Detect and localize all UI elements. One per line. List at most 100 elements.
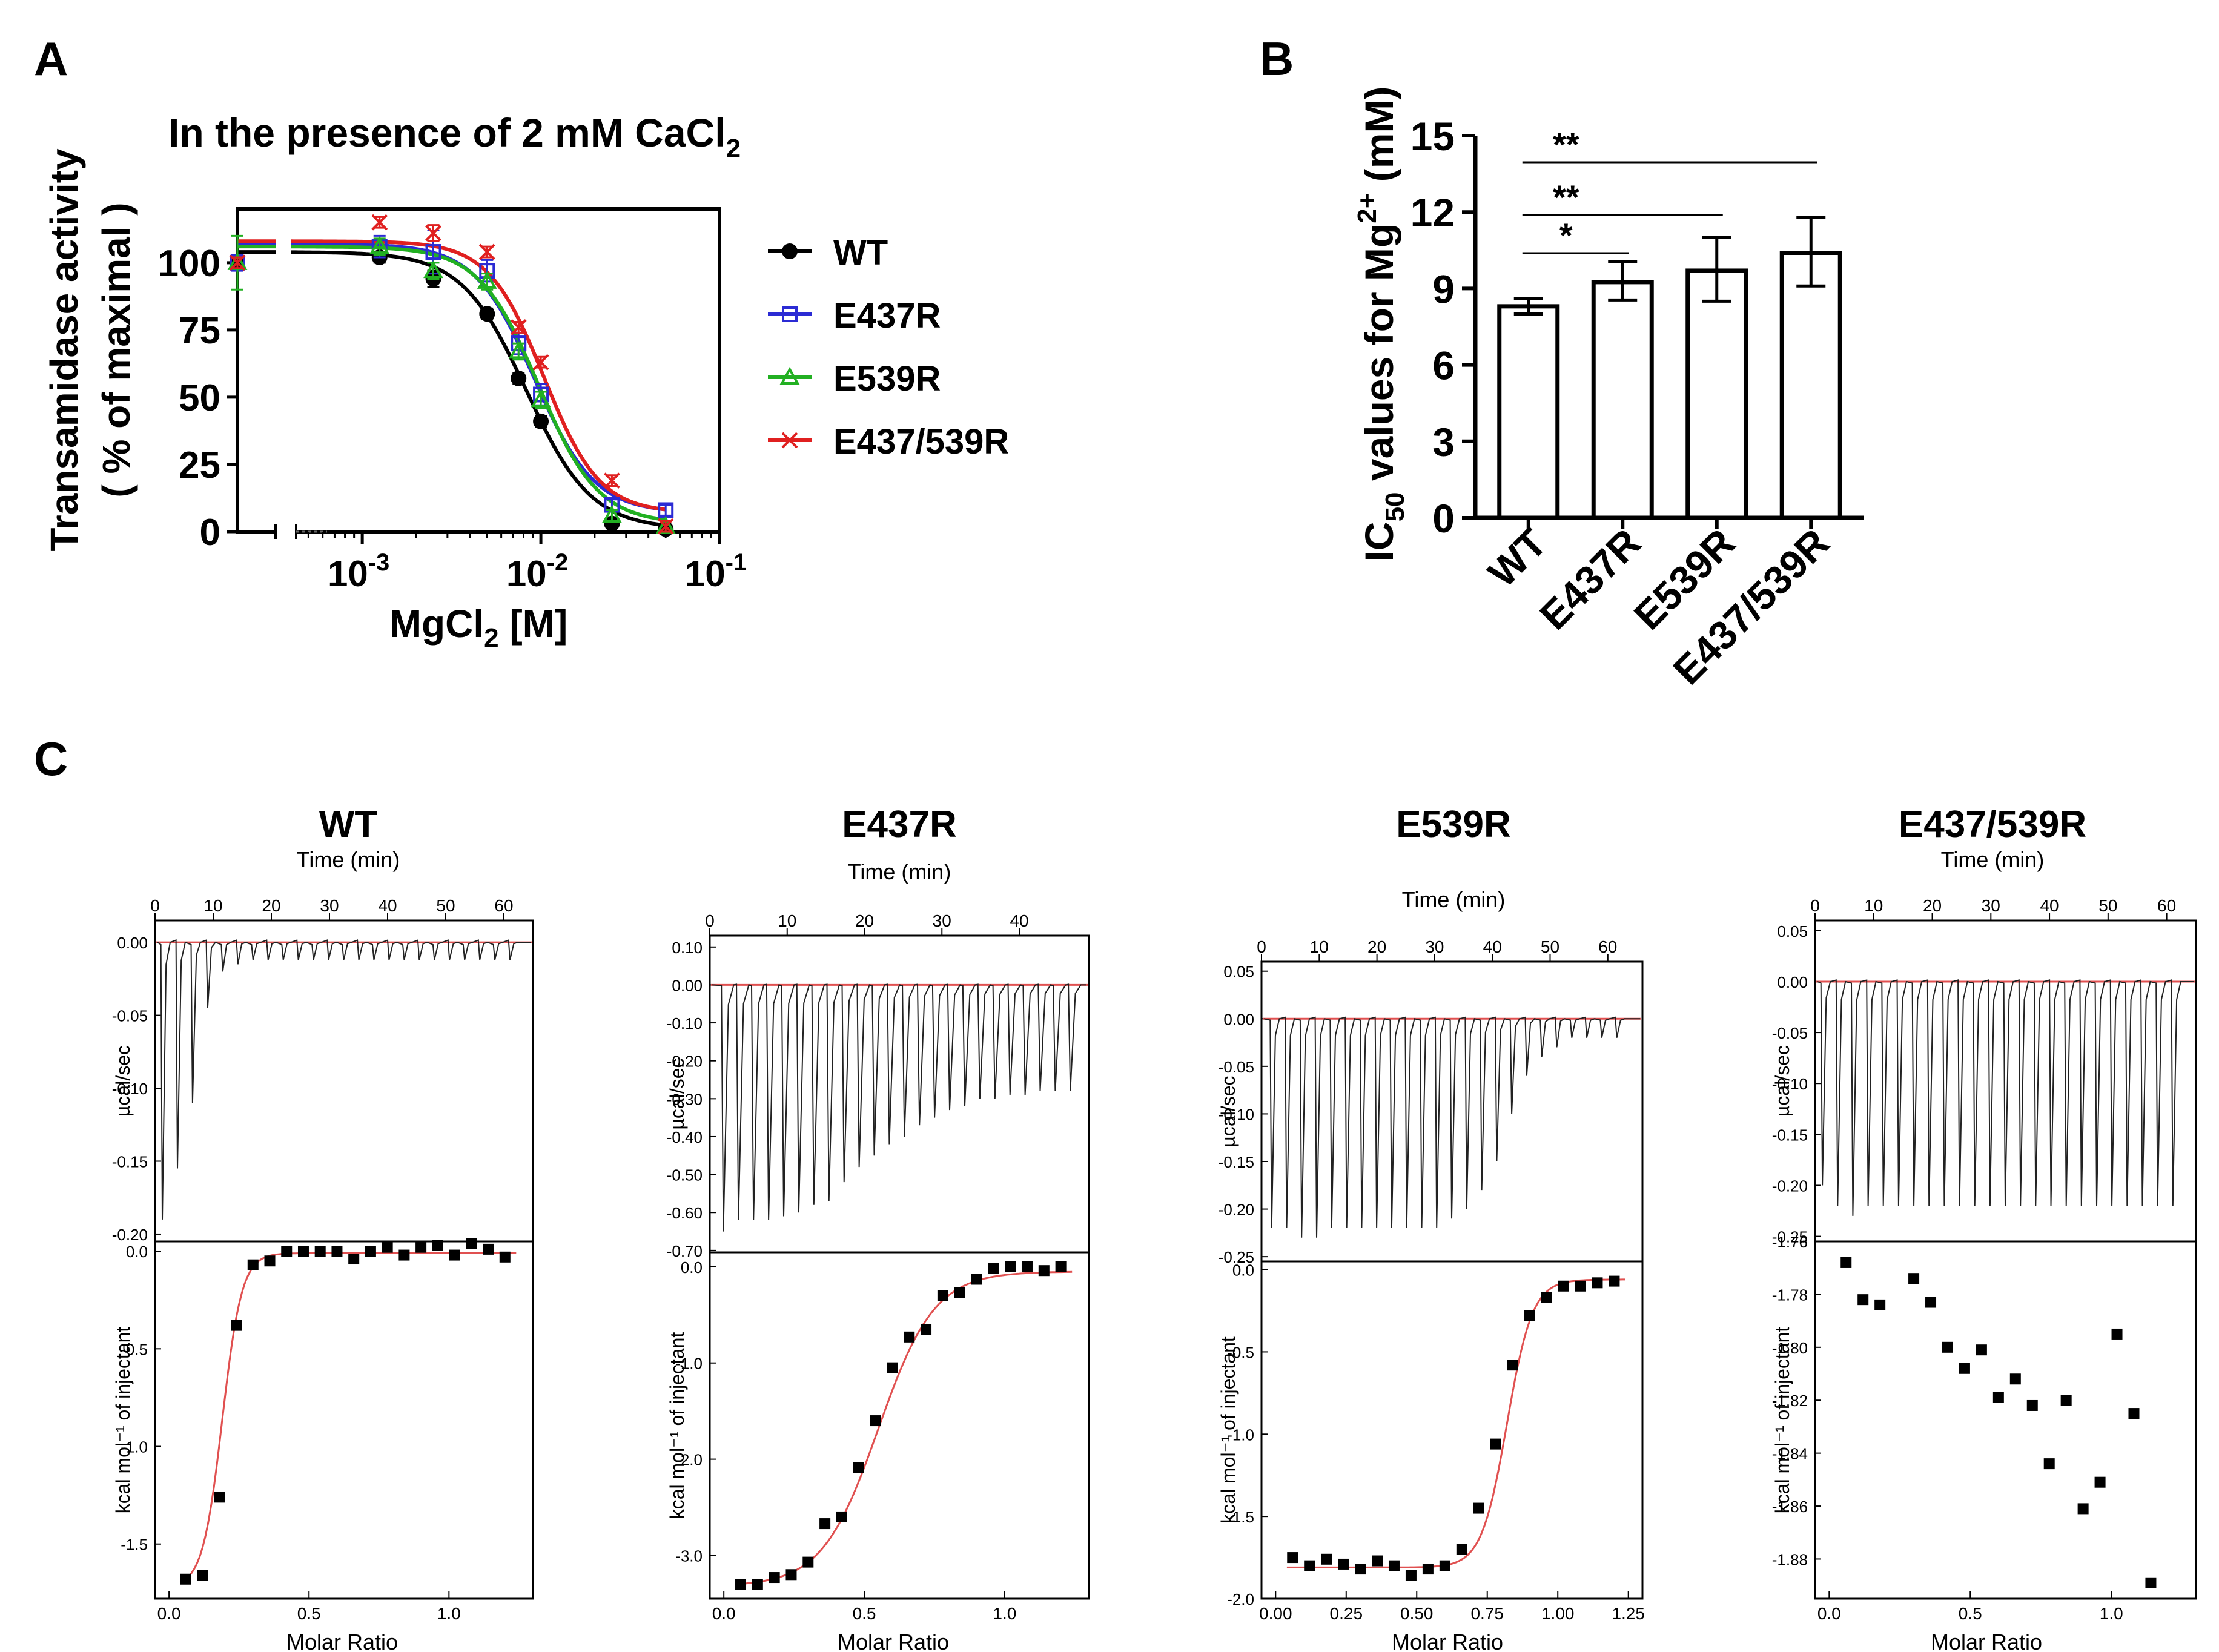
panel-a-data-point <box>425 244 441 260</box>
itc-data-point <box>1976 1344 1987 1356</box>
itc-data-point <box>1942 1341 1953 1353</box>
itc-time-tick-label: 0 <box>1810 896 1820 915</box>
itc-heat-axis-label: µcal/sec <box>666 1058 688 1129</box>
panel-a-data-point <box>229 254 246 271</box>
itc-time-tick-label: 30 <box>320 896 339 915</box>
itc-data-point <box>1592 1277 1603 1289</box>
panel-a-data-point <box>478 243 495 260</box>
itc-heat-ytick-label: -0.10 <box>667 1014 703 1032</box>
itc-time-tick-label: 40 <box>1483 937 1502 956</box>
panel-a-legend-marker <box>782 306 798 322</box>
panel-a-data-point <box>371 214 388 231</box>
itc-data-point <box>1456 1544 1467 1555</box>
itc-binding-frame <box>1260 1260 1644 1600</box>
itc-data-point <box>331 1246 343 1257</box>
itc-data-point <box>853 1462 864 1473</box>
panel-a-y-axis-label-1: Transamidase activity <box>42 148 86 552</box>
panel-a-data-point <box>369 236 390 254</box>
itc-enthalpy-tick-label: -1.78 <box>1772 1286 1808 1304</box>
itc-heat-ytick-label: -0.10 <box>112 1080 148 1098</box>
itc-data-point <box>1338 1558 1349 1570</box>
itc-time-tick-label: 10 <box>778 911 796 930</box>
itc-heat-ytick-label: -0.25 <box>1219 1248 1254 1266</box>
itc-heat-ytick-label: -0.20 <box>1219 1201 1254 1219</box>
itc-data-point <box>1304 1560 1315 1571</box>
itc-ratio-tick-label: 1.0 <box>2100 1604 2123 1623</box>
itc-ratio-axis-label: Molar Ratio <box>1931 1630 2042 1652</box>
itc-enthalpy-tick-label: -1.0 <box>1227 1426 1254 1444</box>
itc-data-point <box>247 1259 259 1270</box>
panel-a-legend-marker <box>781 432 798 449</box>
itc-data-point <box>264 1255 276 1267</box>
itc-heat-ytick-label: 0.10 <box>672 939 703 957</box>
itc-heat-ytick-label: -0.70 <box>667 1242 703 1260</box>
panel-b-significance-label: ** <box>1553 178 1579 216</box>
itc-thermogram <box>712 983 1086 1232</box>
itc-ratio-axis-label: Molar Ratio <box>286 1630 398 1652</box>
panel-b-significance-label: * <box>1559 216 1573 254</box>
panel-a-x-axis-label: MgCl2 [M] <box>389 602 568 653</box>
panel-b-ytick-label: 9 <box>1432 266 1455 311</box>
panel-a-dose-response: In the presence of 2 mM CaCl2 0 25 50 75 100 1… <box>42 110 1009 653</box>
itc-data-point <box>1874 1299 1886 1310</box>
itc-heat-ytick-label: -0.05 <box>112 1007 148 1025</box>
panel-a-legend-label: WT <box>833 233 888 273</box>
itc-data-point <box>887 1362 898 1373</box>
itc-data-point <box>802 1556 814 1568</box>
itc-ratio-tick-label: 0.0 <box>1817 1604 1841 1623</box>
panel-b-y-axis-label: IC50 values for Mg2+ (mM) <box>1352 87 1410 562</box>
itc-ratio-tick-label: 0.50 <box>1400 1604 1434 1623</box>
itc-data-point <box>1005 1261 1016 1272</box>
itc-time-tick-label: 40 <box>378 896 397 915</box>
itc-enthalpy-tick-label: 0.0 <box>681 1258 703 1277</box>
itc-heat-ytick-label: -0.25 <box>1772 1228 1808 1246</box>
itc-thermogram <box>157 939 531 1220</box>
panel-b-bar <box>1779 251 1842 520</box>
itc-ratio-axis-label: Molar Ratio <box>838 1630 949 1652</box>
itc-time-tick-label: 0 <box>1257 937 1266 956</box>
itc-time-tick-label: 50 <box>1541 937 1559 956</box>
panel-a-data-point <box>532 354 549 371</box>
itc-enthalpy-tick-label: -3.0 <box>675 1547 703 1565</box>
panel-a-data-point <box>604 515 620 532</box>
itc-enthalpy-tick-label: -1.88 <box>1772 1550 1808 1568</box>
panel-b-ytick-label: 0 <box>1432 496 1455 541</box>
panel-a-data-point <box>531 389 551 408</box>
itc-ratio-tick-label: 0.25 <box>1330 1604 1363 1623</box>
panel-a-title: In the presence of 2 mM CaCl2 <box>168 110 741 164</box>
panel-b-bar <box>1685 268 1748 520</box>
panel-a-fit-curve <box>291 250 666 527</box>
itc-data-point <box>1558 1280 1569 1292</box>
itc-ratio-tick-label: 1.00 <box>1541 1604 1575 1623</box>
itc-time-tick-label: 50 <box>2098 896 2117 915</box>
itc-enthalpy-tick-label: 0.0 <box>1232 1261 1254 1280</box>
itc-time-axis-label: Time (min) <box>1941 847 2045 872</box>
panel-a-data-point <box>477 271 497 289</box>
itc-time-tick-label: 20 <box>855 911 874 930</box>
itc-data-point <box>2026 1399 2038 1411</box>
itc-ratio-tick-label: 1.25 <box>1612 1604 1645 1623</box>
itc-enthalpy-tick-label: -1.80 <box>1772 1339 1808 1357</box>
itc-enthalpy-axis-label: kcal mol⁻¹ of injectant <box>1771 1327 1793 1514</box>
itc-data-point <box>1439 1560 1450 1571</box>
itc-enthalpy-tick-label: -2.0 <box>675 1451 703 1469</box>
itc-enthalpy-tick-label: -1.5 <box>1227 1508 1254 1526</box>
itc-enthalpy-tick-label: -1.86 <box>1772 1498 1808 1516</box>
panel-b-bar <box>1497 304 1560 520</box>
itc-data-point <box>1959 1363 1970 1374</box>
itc-enthalpy-axis-label: kcal mol⁻¹ of injectant <box>666 1332 688 1519</box>
itc-time-tick-label: 10 <box>203 896 222 915</box>
itc-heat-ytick-label: -0.50 <box>667 1166 703 1184</box>
panel-b-significance-label: ** <box>1553 125 1579 164</box>
itc-ratio-tick-label: 0.0 <box>712 1604 736 1623</box>
itc-heat-frame <box>709 934 1090 1254</box>
itc-data-point <box>180 1573 191 1585</box>
panel-b-category-label: WT <box>1480 520 1555 596</box>
panel-a-frame <box>236 207 721 534</box>
itc-heat-ytick-label: -0.05 <box>1772 1024 1808 1042</box>
panel-a-legend-label: E539R <box>833 359 941 398</box>
itc-data-point <box>398 1249 410 1261</box>
itc-heat-ytick-label: -0.60 <box>667 1204 703 1222</box>
panel-a-xtick-label: 10-2 <box>506 549 568 594</box>
itc-time-tick-label: 60 <box>1598 937 1617 956</box>
